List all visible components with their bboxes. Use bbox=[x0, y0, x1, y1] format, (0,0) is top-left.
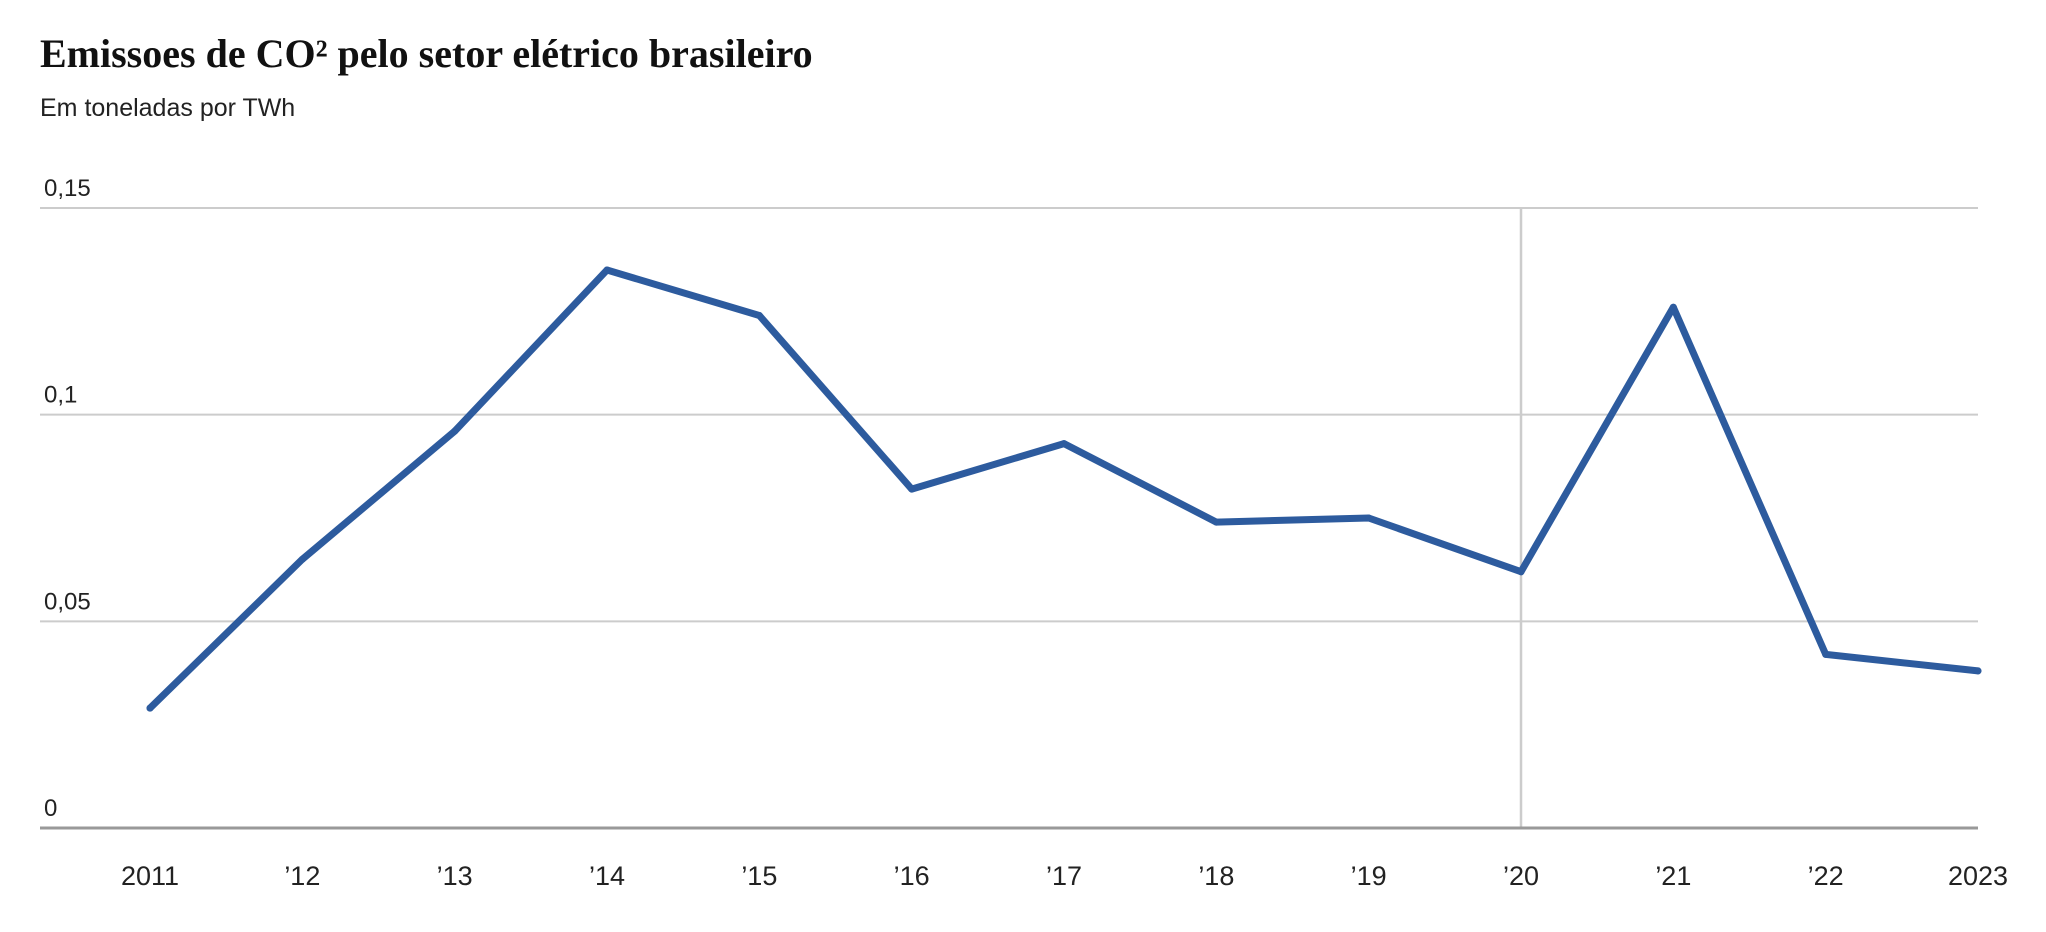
x-tick-label: ’20 bbox=[1503, 861, 1539, 891]
x-tick-label: ’12 bbox=[284, 861, 320, 891]
chart-title: Emissoes de CO² pelo setor elétrico bras… bbox=[40, 31, 813, 76]
series-layer bbox=[146, 266, 1982, 712]
data-point bbox=[298, 555, 306, 563]
data-point bbox=[603, 266, 611, 274]
x-tick-label: ’13 bbox=[437, 861, 473, 891]
x-tick-label: 2011 bbox=[121, 861, 179, 891]
x-tick-label: ’14 bbox=[589, 861, 625, 891]
gridlines bbox=[40, 207, 1978, 623]
data-point bbox=[1669, 303, 1677, 311]
chart-subtitle: Em toneladas por TWh bbox=[40, 94, 296, 122]
data-point bbox=[146, 704, 154, 712]
series-line bbox=[146, 266, 1982, 712]
data-point bbox=[755, 311, 763, 319]
x-tick-label: 2023 bbox=[1948, 861, 2008, 891]
data-point bbox=[1822, 650, 1830, 658]
data-point bbox=[451, 427, 459, 435]
x-tick-label: ’17 bbox=[1046, 861, 1082, 891]
data-point bbox=[908, 485, 916, 493]
x-tick-label: ’16 bbox=[894, 861, 930, 891]
data-point bbox=[1365, 514, 1373, 522]
y-tick-labels: 0 0,05 0,1 0,15 bbox=[44, 175, 91, 822]
y-tick-label: 0,1 bbox=[44, 382, 77, 409]
y-tick-label: 0,15 bbox=[44, 175, 91, 202]
x-tick-label: ’19 bbox=[1351, 861, 1387, 891]
data-point bbox=[1517, 568, 1525, 576]
x-tick-label: ’22 bbox=[1808, 861, 1844, 891]
x-tick-labels: 2011 ’12 ’13 ’14 ’15 ’16 ’17 ’18 ’19 ’20 ’21 ’22 202… bbox=[121, 861, 2008, 891]
x-tick-label: ’21 bbox=[1655, 861, 1691, 891]
data-point bbox=[1212, 518, 1220, 526]
y-tick-label: 0 bbox=[44, 795, 57, 822]
y-tick-label: 0,05 bbox=[44, 588, 91, 615]
data-point bbox=[1974, 667, 1982, 675]
data-point bbox=[1060, 440, 1068, 448]
x-tick-label: ’15 bbox=[741, 861, 777, 891]
x-tick-label: ’18 bbox=[1198, 861, 1234, 891]
